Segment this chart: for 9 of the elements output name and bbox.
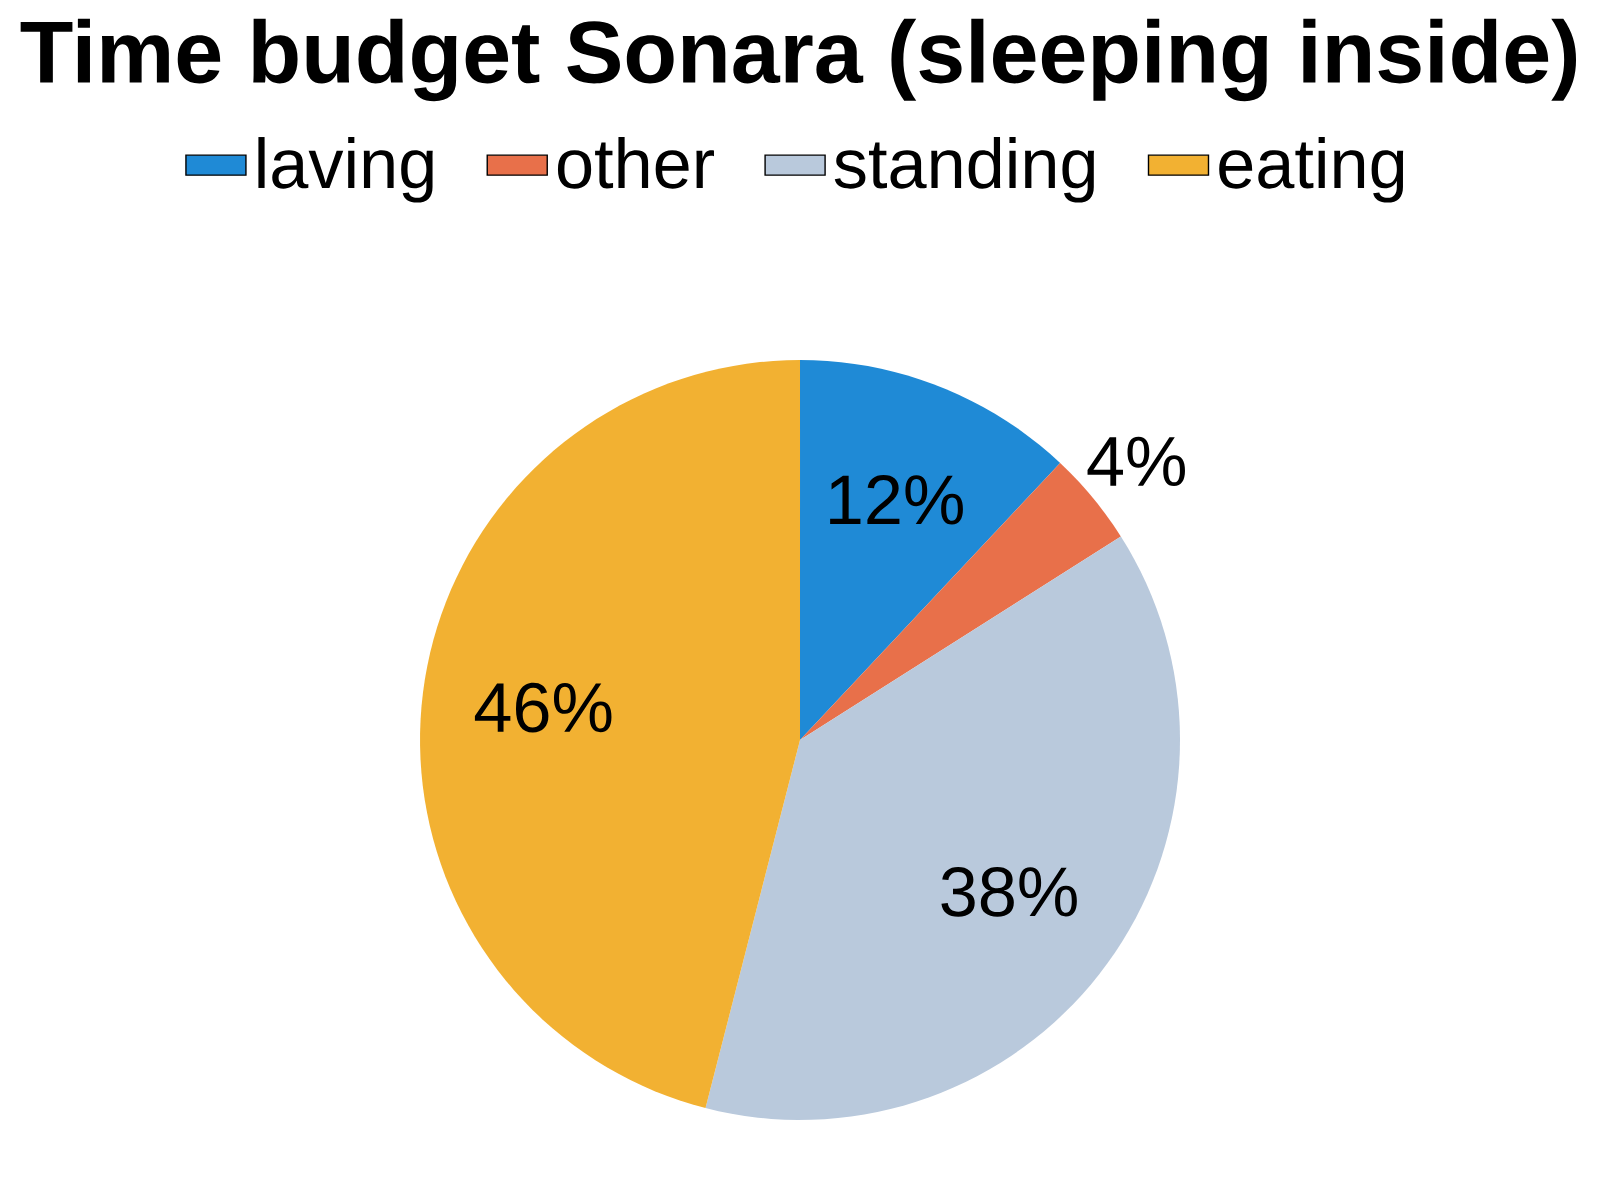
data-label: 12% <box>830 475 963 525</box>
chart-title: Time budget Sonara (sleeping inside) <box>20 18 1577 102</box>
data-label: 4% <box>1087 436 1185 487</box>
legend-label: other <box>557 137 714 189</box>
legend-label: laving <box>258 137 433 203</box>
legend-label: eating <box>1219 137 1404 203</box>
legend-label: standing <box>834 137 1095 203</box>
data-label: 46% <box>474 682 612 733</box>
data-label: 38% <box>941 867 1077 917</box>
